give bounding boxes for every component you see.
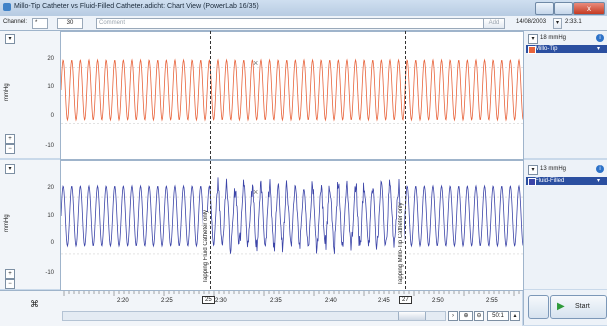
channel2-waveform: ×: [61, 177, 523, 255]
toolbar: Channel: * 30 Comment Add 14/08/2003 ▾ 2…: [0, 16, 607, 31]
zoom-in-icon[interactable]: ⊕: [459, 311, 473, 321]
horizontal-scrollbar[interactable]: [62, 311, 446, 321]
channel2-axis-panel: ▾ mmHg 20 10 0 -10 + −: [0, 160, 61, 289]
scroll-right-icon[interactable]: ›: [448, 311, 458, 321]
time-label: 2:20: [117, 298, 129, 304]
time-label: 2:40: [325, 298, 337, 304]
channel2-tick: 10: [47, 213, 54, 219]
time-axis-ticks: [63, 291, 520, 296]
info-icon[interactable]: i: [596, 165, 604, 173]
chevron-down-icon[interactable]: ▾: [597, 178, 601, 184]
channel1-tick: 0: [50, 113, 54, 119]
time-label: 2:25: [161, 298, 173, 304]
channel1-side-panel: ▾ 18 mmHg i Millo-Tip ▾: [523, 31, 607, 158]
comment-marker-line: [210, 31, 211, 289]
minus-icon[interactable]: −: [5, 144, 15, 154]
channel2-side-panel: ▾ 13 mmHg i Fluid-Filled ▾: [523, 160, 607, 289]
start-label: Start: [575, 303, 590, 310]
channel1-tick: 20: [47, 56, 54, 62]
comment-text: Tapping Fluid Catheter only: [203, 209, 209, 284]
info-icon[interactable]: i: [596, 34, 604, 42]
channel2-tick: 20: [47, 185, 54, 191]
window-title: Millo-Tip Catheter vs Fluid-Filled Cathe…: [14, 3, 259, 10]
channel2-tick: -10: [45, 270, 54, 276]
channel1-unit: mmHg: [4, 83, 10, 101]
comment-text: Tapping Millo-Tip Catheter only: [398, 202, 404, 286]
triangle-down-icon[interactable]: ▾: [528, 34, 538, 44]
cursor-icon: ×: [253, 187, 258, 197]
cursor-icon: ×: [253, 58, 258, 68]
channel2-plot[interactable]: ×: [60, 160, 524, 291]
zoom-level[interactable]: 50:1: [487, 311, 509, 321]
channel2-unit: mmHg: [4, 214, 10, 232]
channel-select[interactable]: *: [32, 18, 48, 29]
time-label: 2:50: [432, 298, 444, 304]
add-comment-button[interactable]: Add: [483, 18, 505, 29]
time-label: 2:33.1: [565, 19, 582, 25]
triangle-down-icon[interactable]: ▾: [553, 18, 562, 29]
minimize-button[interactable]: [535, 2, 554, 15]
comment-flag[interactable]: 25: [202, 296, 215, 304]
chart-view-icon[interactable]: [528, 295, 549, 319]
channel1-plot[interactable]: ×: [60, 31, 524, 160]
waveform-trace: [61, 177, 523, 254]
channel1-tick: -10: [45, 143, 54, 149]
comment-flag[interactable]: 27: [399, 296, 412, 304]
time-label: 2:35: [270, 298, 282, 304]
time-label: 2:30: [215, 298, 227, 304]
close-button[interactable]: x: [573, 2, 605, 15]
channel1-waveform: ×: [61, 58, 523, 124]
channel2-range: 13 mmHg: [540, 166, 567, 172]
plus-icon[interactable]: +: [5, 134, 15, 144]
maximize-button[interactable]: [554, 2, 573, 15]
channel2-name[interactable]: Fluid-Filled: [526, 177, 607, 185]
zoom-out-icon[interactable]: ⊖: [474, 311, 484, 321]
minus-icon[interactable]: −: [5, 279, 15, 289]
scrollbar-thumb[interactable]: [398, 312, 426, 320]
date-label: 14/08/2003: [516, 19, 547, 25]
title-bar: Millo-Tip Catheter vs Fluid-Filled Cathe…: [0, 0, 607, 17]
channel1-color-swatch: [528, 46, 536, 54]
waveform-trace: [61, 58, 523, 122]
marker-icon[interactable]: ⌘: [30, 299, 39, 309]
comment-input[interactable]: Comment: [96, 18, 484, 29]
play-icon: ▶: [557, 301, 565, 312]
channel1-range: 18 mmHg: [540, 35, 567, 41]
chevron-down-icon[interactable]: ▾: [597, 46, 601, 52]
comment-marker-line: [405, 31, 406, 289]
comment-number-field[interactable]: 30: [57, 18, 83, 29]
triangle-down-icon[interactable]: ▾: [5, 164, 15, 174]
channel1-tick: 10: [47, 84, 54, 90]
time-axis: ⌘ 2:20 2:25 2:30 2:35 2:40 2:45 2:50 2:5…: [0, 290, 522, 326]
channel2-color-swatch: [528, 178, 536, 186]
triangle-down-icon[interactable]: ▾: [5, 34, 15, 44]
start-panel: ▶ Start: [523, 290, 607, 325]
time-label: 2:55: [486, 298, 498, 304]
channel2-tick: 0: [50, 240, 54, 246]
channel1-axis-panel: ▾ mmHg 20 10 0 -10 + −: [0, 31, 61, 158]
triangle-up-icon[interactable]: ▴: [510, 311, 520, 321]
time-label: 2:45: [378, 298, 390, 304]
start-button[interactable]: ▶ Start: [550, 295, 607, 319]
plus-icon[interactable]: +: [5, 269, 15, 279]
triangle-down-icon[interactable]: ▾: [528, 165, 538, 175]
app-icon: [3, 3, 11, 11]
channel-label: Channel:: [3, 19, 28, 25]
channel1-name[interactable]: Millo-Tip: [526, 45, 607, 53]
